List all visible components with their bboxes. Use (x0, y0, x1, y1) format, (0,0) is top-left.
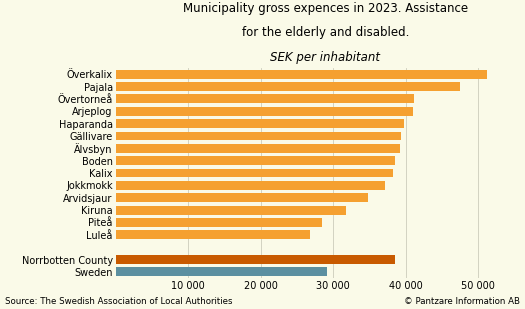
Bar (116, 119, 404, 128)
Bar (116, 268, 327, 276)
Text: for the elderly and disabled.: for the elderly and disabled. (242, 26, 409, 39)
Bar (116, 255, 395, 264)
Bar (116, 82, 460, 91)
Text: Municipality gross expences in 2023. Assistance: Municipality gross expences in 2023. Ass… (183, 2, 468, 15)
Bar (116, 218, 322, 227)
Bar (116, 231, 310, 239)
Text: © Pantzare Information AB: © Pantzare Information AB (404, 297, 520, 306)
Bar (116, 132, 401, 140)
Bar (116, 206, 346, 214)
Bar (116, 169, 393, 177)
Bar (116, 95, 414, 103)
Bar (116, 70, 487, 78)
Bar (116, 156, 395, 165)
Bar (116, 193, 368, 202)
Bar (116, 181, 385, 190)
Bar (116, 144, 400, 153)
Bar (116, 107, 413, 116)
Text: Source: The Swedish Association of Local Authorities: Source: The Swedish Association of Local… (5, 297, 233, 306)
Text: SEK per inhabitant: SEK per inhabitant (270, 51, 381, 64)
